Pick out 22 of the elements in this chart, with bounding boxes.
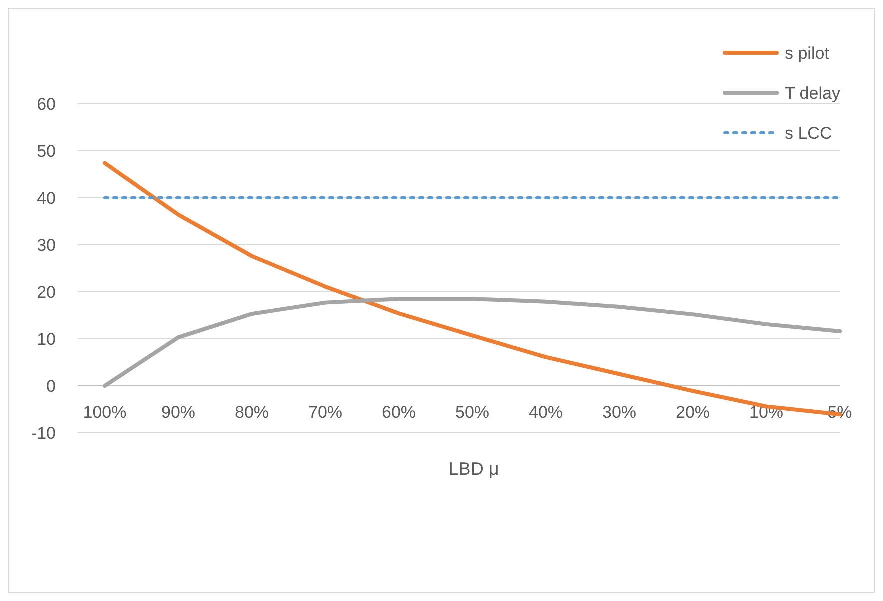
- x-tick-label: 30%: [602, 403, 637, 422]
- x-tick-label: 100%: [83, 403, 127, 422]
- legend-label: s LCC: [785, 124, 832, 143]
- x-tick-label: 70%: [308, 403, 343, 422]
- y-tick-label: 0: [46, 376, 56, 396]
- y-tick-label: 60: [37, 94, 56, 114]
- y-tick-label: 10: [37, 330, 56, 349]
- legend-label: T delay: [785, 84, 841, 103]
- y-tick-label: 30: [37, 236, 56, 255]
- y-tick-label: 40: [37, 188, 56, 208]
- x-tick-label: 90%: [161, 403, 196, 422]
- legend-label: s pilot: [785, 44, 830, 63]
- y-tick-label: -10: [31, 424, 56, 443]
- x-tick-label: 60%: [382, 403, 416, 422]
- y-tick-label: 20: [37, 282, 56, 302]
- x-tick-label: 80%: [234, 403, 270, 422]
- line-series: [103, 297, 842, 388]
- x-axis-title: LBD μ: [448, 459, 500, 479]
- y-tick-label: 50: [37, 142, 56, 161]
- x-tick-label: 50%: [455, 403, 490, 422]
- x-tick-label: 20%: [676, 403, 710, 422]
- x-tick-label: 40%: [528, 403, 564, 422]
